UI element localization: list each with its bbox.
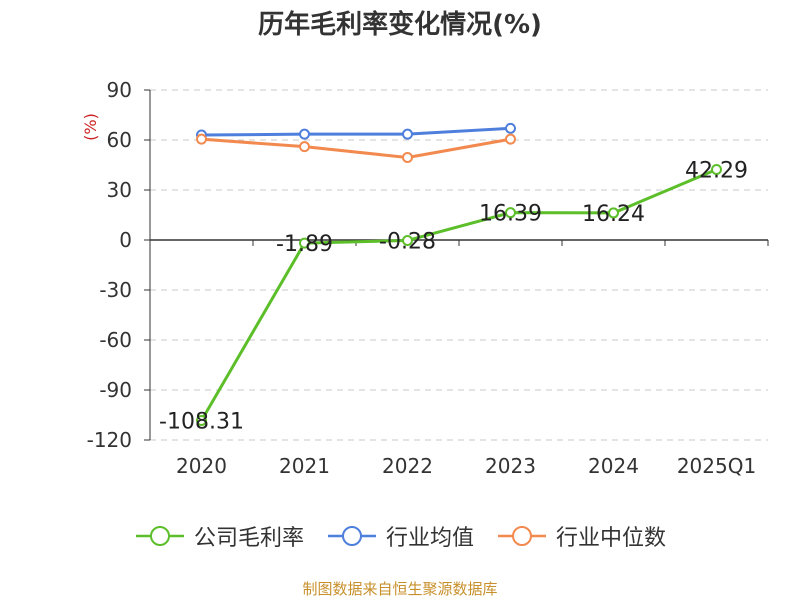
- data-point: [299, 141, 310, 153]
- series-line: [200, 168, 718, 422]
- data-label: -0.28: [379, 229, 436, 254]
- y-tick-label: 30: [107, 178, 132, 202]
- legend-item[interactable]: 行业中位数: [496, 520, 666, 552]
- legend-label: 行业中位数: [556, 526, 667, 551]
- legend-marker-icon: [135, 526, 184, 546]
- y-tick-label: 0: [119, 228, 132, 252]
- data-point: [608, 207, 619, 219]
- data-label: -108.31: [159, 410, 244, 435]
- legend-marker-icon: [327, 526, 376, 546]
- x-tick-label: 2025Q1: [677, 454, 756, 478]
- y-tick-label: 90: [107, 78, 132, 102]
- legend-item[interactable]: 公司毛利率: [134, 520, 304, 552]
- legend-label: 公司毛利率: [193, 526, 304, 551]
- legend: 公司毛利率 行业均值 行业中位数: [0, 520, 800, 552]
- data-point: [402, 128, 413, 140]
- chart-title: 历年毛利率变化情况(%): [258, 10, 542, 40]
- data-label: 16.39: [479, 202, 542, 227]
- source-note: 制图数据来自恒生聚源数据库: [302, 580, 498, 598]
- series-line: [201, 126, 511, 137]
- data-label: -1.89: [276, 232, 333, 257]
- x-tick-label: 2024: [588, 454, 639, 478]
- x-tick-label: 2021: [279, 454, 330, 478]
- data-point: [505, 122, 516, 134]
- data-point: [505, 207, 516, 219]
- data-point: [299, 237, 310, 249]
- y-axis-label: (%): [81, 113, 100, 141]
- data-label: 16.24: [582, 202, 645, 227]
- data-point: [402, 152, 413, 163]
- y-tick-label: -60: [99, 328, 132, 352]
- legend-marker-icon: [498, 526, 546, 546]
- data-point: [196, 415, 207, 427]
- data-point: [402, 234, 413, 246]
- y-tick-label: -30: [99, 278, 132, 302]
- x-tick-label: 2023: [485, 454, 536, 478]
- legend-label: 行业均值: [385, 526, 474, 551]
- y-tick-label: -90: [99, 378, 132, 402]
- x-tick-label: 2022: [382, 454, 433, 478]
- data-point: [196, 133, 207, 145]
- data-point: [299, 128, 310, 140]
- y-tick-label: 60: [107, 128, 132, 152]
- series-line: [201, 137, 511, 159]
- legend-item[interactable]: 行业均值: [326, 520, 474, 552]
- y-tick-label: -120: [87, 428, 132, 452]
- data-point: [711, 164, 722, 176]
- data-label: 42.29: [685, 159, 748, 184]
- data-point: [505, 133, 516, 145]
- x-tick-label: 2020: [176, 454, 227, 478]
